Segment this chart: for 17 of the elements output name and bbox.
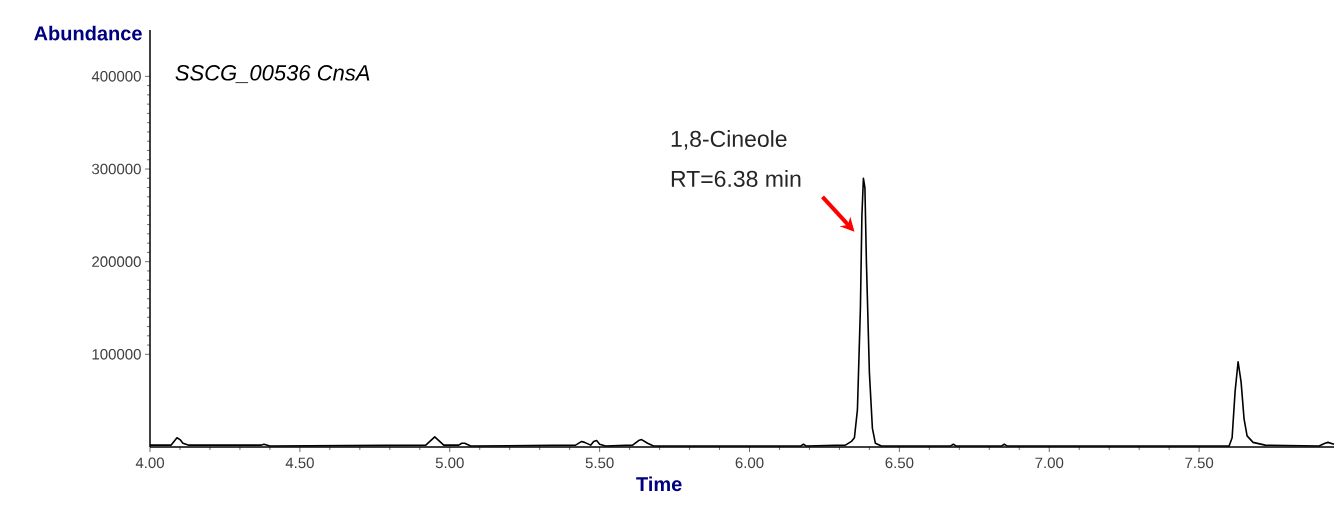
x-tick-label: 5.00 (435, 457, 464, 469)
y-tick-label: 400000 (91, 71, 141, 82)
x-tick-label: 6.00 (735, 457, 764, 469)
x-axis-title: Time (636, 476, 682, 492)
x-tick-label: 4.00 (135, 457, 164, 469)
x-tick-label: 7.50 (1185, 457, 1214, 469)
x-tick-label: 7.00 (1035, 457, 1064, 469)
x-tick-label: 5.50 (585, 457, 614, 469)
annotation: RT=6.38 min (671, 170, 801, 188)
x-tick-label: 6.50 (885, 457, 914, 469)
y-tick-label: 100000 (92, 349, 141, 360)
x-tick-label: 4.50 (285, 457, 314, 469)
annotation: 1,8-Cineole (671, 130, 787, 150)
y-axis-title: Abundance (34, 25, 142, 41)
text: SSCG_00536 CnsA (175, 65, 370, 84)
y-tick-label: 300000 (92, 163, 141, 175)
y-tick-label: 200000 (92, 256, 141, 267)
